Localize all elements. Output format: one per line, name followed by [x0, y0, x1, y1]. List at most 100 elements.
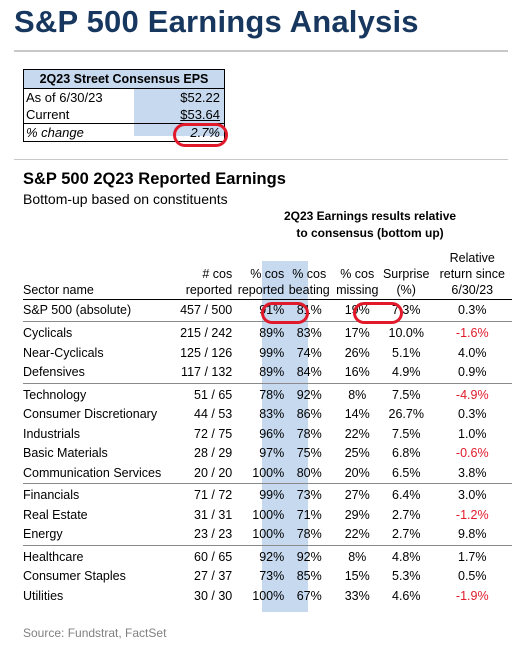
header-cell: reported: [161, 282, 233, 300]
reported-cell: 30 / 30: [194, 588, 233, 603]
pct-beating-cell: 74%: [296, 345, 322, 360]
relret-cell: -1.9%: [455, 588, 489, 603]
table-row: Utilities 30 / 30 100% 67% 33% 4.6% -1.9%: [23, 587, 512, 607]
header-line: return since: [439, 267, 505, 281]
pct-missing-cell: 17%: [334, 321, 381, 344]
beating-absolute-circle: [261, 302, 309, 324]
pct-missing-cell: 8%: [334, 544, 381, 567]
sector-cell: Defensives: [23, 365, 85, 379]
eps-row-value: 2.7%: [190, 125, 220, 140]
pct-reported-cell: 99%: [259, 345, 285, 360]
pct-reported-cell: 89%: [232, 321, 285, 344]
pct-missing-cell: 8%: [334, 382, 381, 405]
header-cell: 6/30/23: [432, 282, 513, 300]
table-row: Cyclicals 215 / 242 89% 83% 17% 10.0% -1.6%: [23, 321, 513, 344]
pct-missing-cell: 22%: [344, 426, 370, 441]
reported-cell: 20 / 20: [194, 465, 233, 480]
reported-cell: 457 / 500: [180, 302, 233, 317]
table-row: Technology 51 / 65 78% 92% 8% 7.5% -4.9%: [23, 382, 513, 405]
sector-cell: Real Estate: [23, 507, 88, 522]
header-cell: % cos: [292, 267, 327, 281]
table-row: Industrials 72 / 75 96% 78% 22% 7.5% 1.0%: [23, 425, 512, 445]
pct-reported-cell: 89%: [259, 365, 285, 379]
relret-cell: -4.9%: [432, 382, 513, 405]
relative-heading-line: to consensus (bottom up): [296, 226, 444, 240]
header-cell: Relative return since: [432, 250, 512, 282]
surprise-cell: 10.0%: [380, 321, 433, 344]
pct-beating-cell: 92%: [284, 382, 335, 405]
eps-change-circle: [173, 123, 228, 147]
eps-row: As of 6/30/23 $52.22: [24, 89, 224, 106]
surprise-cell: 6.5%: [392, 465, 421, 480]
pct-missing-cell: 22%: [344, 527, 370, 541]
relret-cell: 4.0%: [458, 345, 487, 360]
sector-table: # cos % cos % cos % cos Surprise Relativ…: [23, 250, 513, 607]
reported-cell: 28 / 29: [194, 446, 233, 460]
surprise-cell: 7.5%: [392, 426, 421, 441]
pct-reported-cell: 78%: [232, 382, 285, 405]
pct-reported-cell: 96%: [259, 426, 285, 441]
relret-cell: -0.6%: [455, 446, 489, 460]
pct-beating-cell: 84%: [296, 365, 322, 379]
eps-row-label: % change: [26, 125, 84, 140]
reported-cell: 44 / 53: [194, 407, 233, 421]
pct-reported-cell: 92%: [232, 544, 285, 567]
reported-cell: 23 / 23: [194, 527, 233, 541]
eps-box-header: 2Q23 Street Consensus EPS: [24, 70, 224, 89]
table-row: Healthcare 60 / 65 92% 92% 8% 4.8% 1.7%: [23, 544, 513, 567]
title-divider: [14, 50, 508, 52]
surprise-cell: 6.4%: [380, 483, 433, 506]
header-cell: # cos: [202, 267, 233, 281]
surprise-cell: 5.3%: [392, 569, 421, 583]
eps-row: % change 2.7%: [24, 124, 224, 141]
sector-cell: Technology: [23, 382, 162, 405]
pct-beating-cell: 80%: [296, 465, 322, 480]
eps-box: 2Q23 Street Consensus EPS As of 6/30/23 …: [23, 69, 225, 142]
header-cell: % cos: [340, 267, 375, 281]
reported-cell: 27 / 37: [194, 569, 233, 583]
sector-cell: Near-Cyclicals: [23, 345, 104, 360]
surprise-cell: 7.5%: [380, 382, 433, 405]
table-row: Real Estate 31 / 31 100% 71% 29% 2.7% -1.2%: [23, 506, 512, 526]
pct-beating-cell: 86%: [296, 407, 322, 421]
surprise-cell: 2.7%: [392, 527, 421, 541]
eps-row-value: $53.64: [180, 107, 220, 122]
pct-missing-cell: 20%: [344, 465, 370, 480]
header-cell: Sector name: [23, 282, 162, 300]
eps-row-label: Current: [26, 107, 70, 122]
surprise-cell: 4.9%: [392, 365, 421, 379]
relret-cell: 3.0%: [432, 483, 513, 506]
reported-cell: 71 / 72: [161, 483, 233, 506]
pct-missing-cell: 33%: [344, 588, 370, 603]
pct-missing-cell: 14%: [344, 407, 370, 421]
table-row: Consumer Staples 27 / 37 73% 85% 15% 5.3% 0.5%: [23, 567, 512, 587]
header-cell: missing: [334, 282, 381, 300]
pct-reported-cell: 100%: [252, 465, 285, 480]
pct-reported-cell: 100%: [252, 527, 285, 541]
table-row: Basic Materials 28 / 29 97% 75% 25% 6.8% -0.6%: [23, 444, 512, 464]
header-cell: Surprise: [382, 267, 430, 281]
header-cell: % cos: [250, 267, 285, 281]
sector-cell: Financials: [23, 483, 162, 506]
surprise-absolute-circle: [353, 302, 403, 324]
pct-beating-cell: 78%: [296, 527, 322, 541]
table-row: Consumer Discretionary 44 / 53 83% 86% 14% 26…: [23, 405, 512, 425]
table-row: Communication Services 20 / 20 100% 80% 20% 6…: [23, 464, 512, 484]
pct-missing-cell: 15%: [344, 569, 370, 583]
pct-missing-cell: 16%: [344, 365, 370, 379]
page-title: S&P 500 Earnings Analysis: [14, 4, 419, 39]
pct-reported-cell: 100%: [252, 588, 285, 603]
header-cell: beating: [284, 282, 335, 300]
header-cell: (%): [380, 282, 433, 300]
header-line: Relative: [449, 251, 495, 265]
pct-missing-cell: 25%: [344, 446, 370, 460]
eps-row: Current $53.64: [24, 106, 224, 124]
sector-cell: Energy: [23, 527, 63, 541]
relret-cell: 1.7%: [432, 544, 513, 567]
sector-cell: Consumer Staples: [23, 569, 126, 583]
table-row: Energy 23 / 23 100% 78% 22% 2.7% 9.8%: [23, 525, 512, 545]
reported-cell: 31 / 31: [194, 507, 233, 522]
surprise-cell: 2.7%: [392, 507, 421, 522]
pct-beating-cell: 75%: [296, 446, 322, 460]
pct-reported-cell: 97%: [259, 446, 285, 460]
